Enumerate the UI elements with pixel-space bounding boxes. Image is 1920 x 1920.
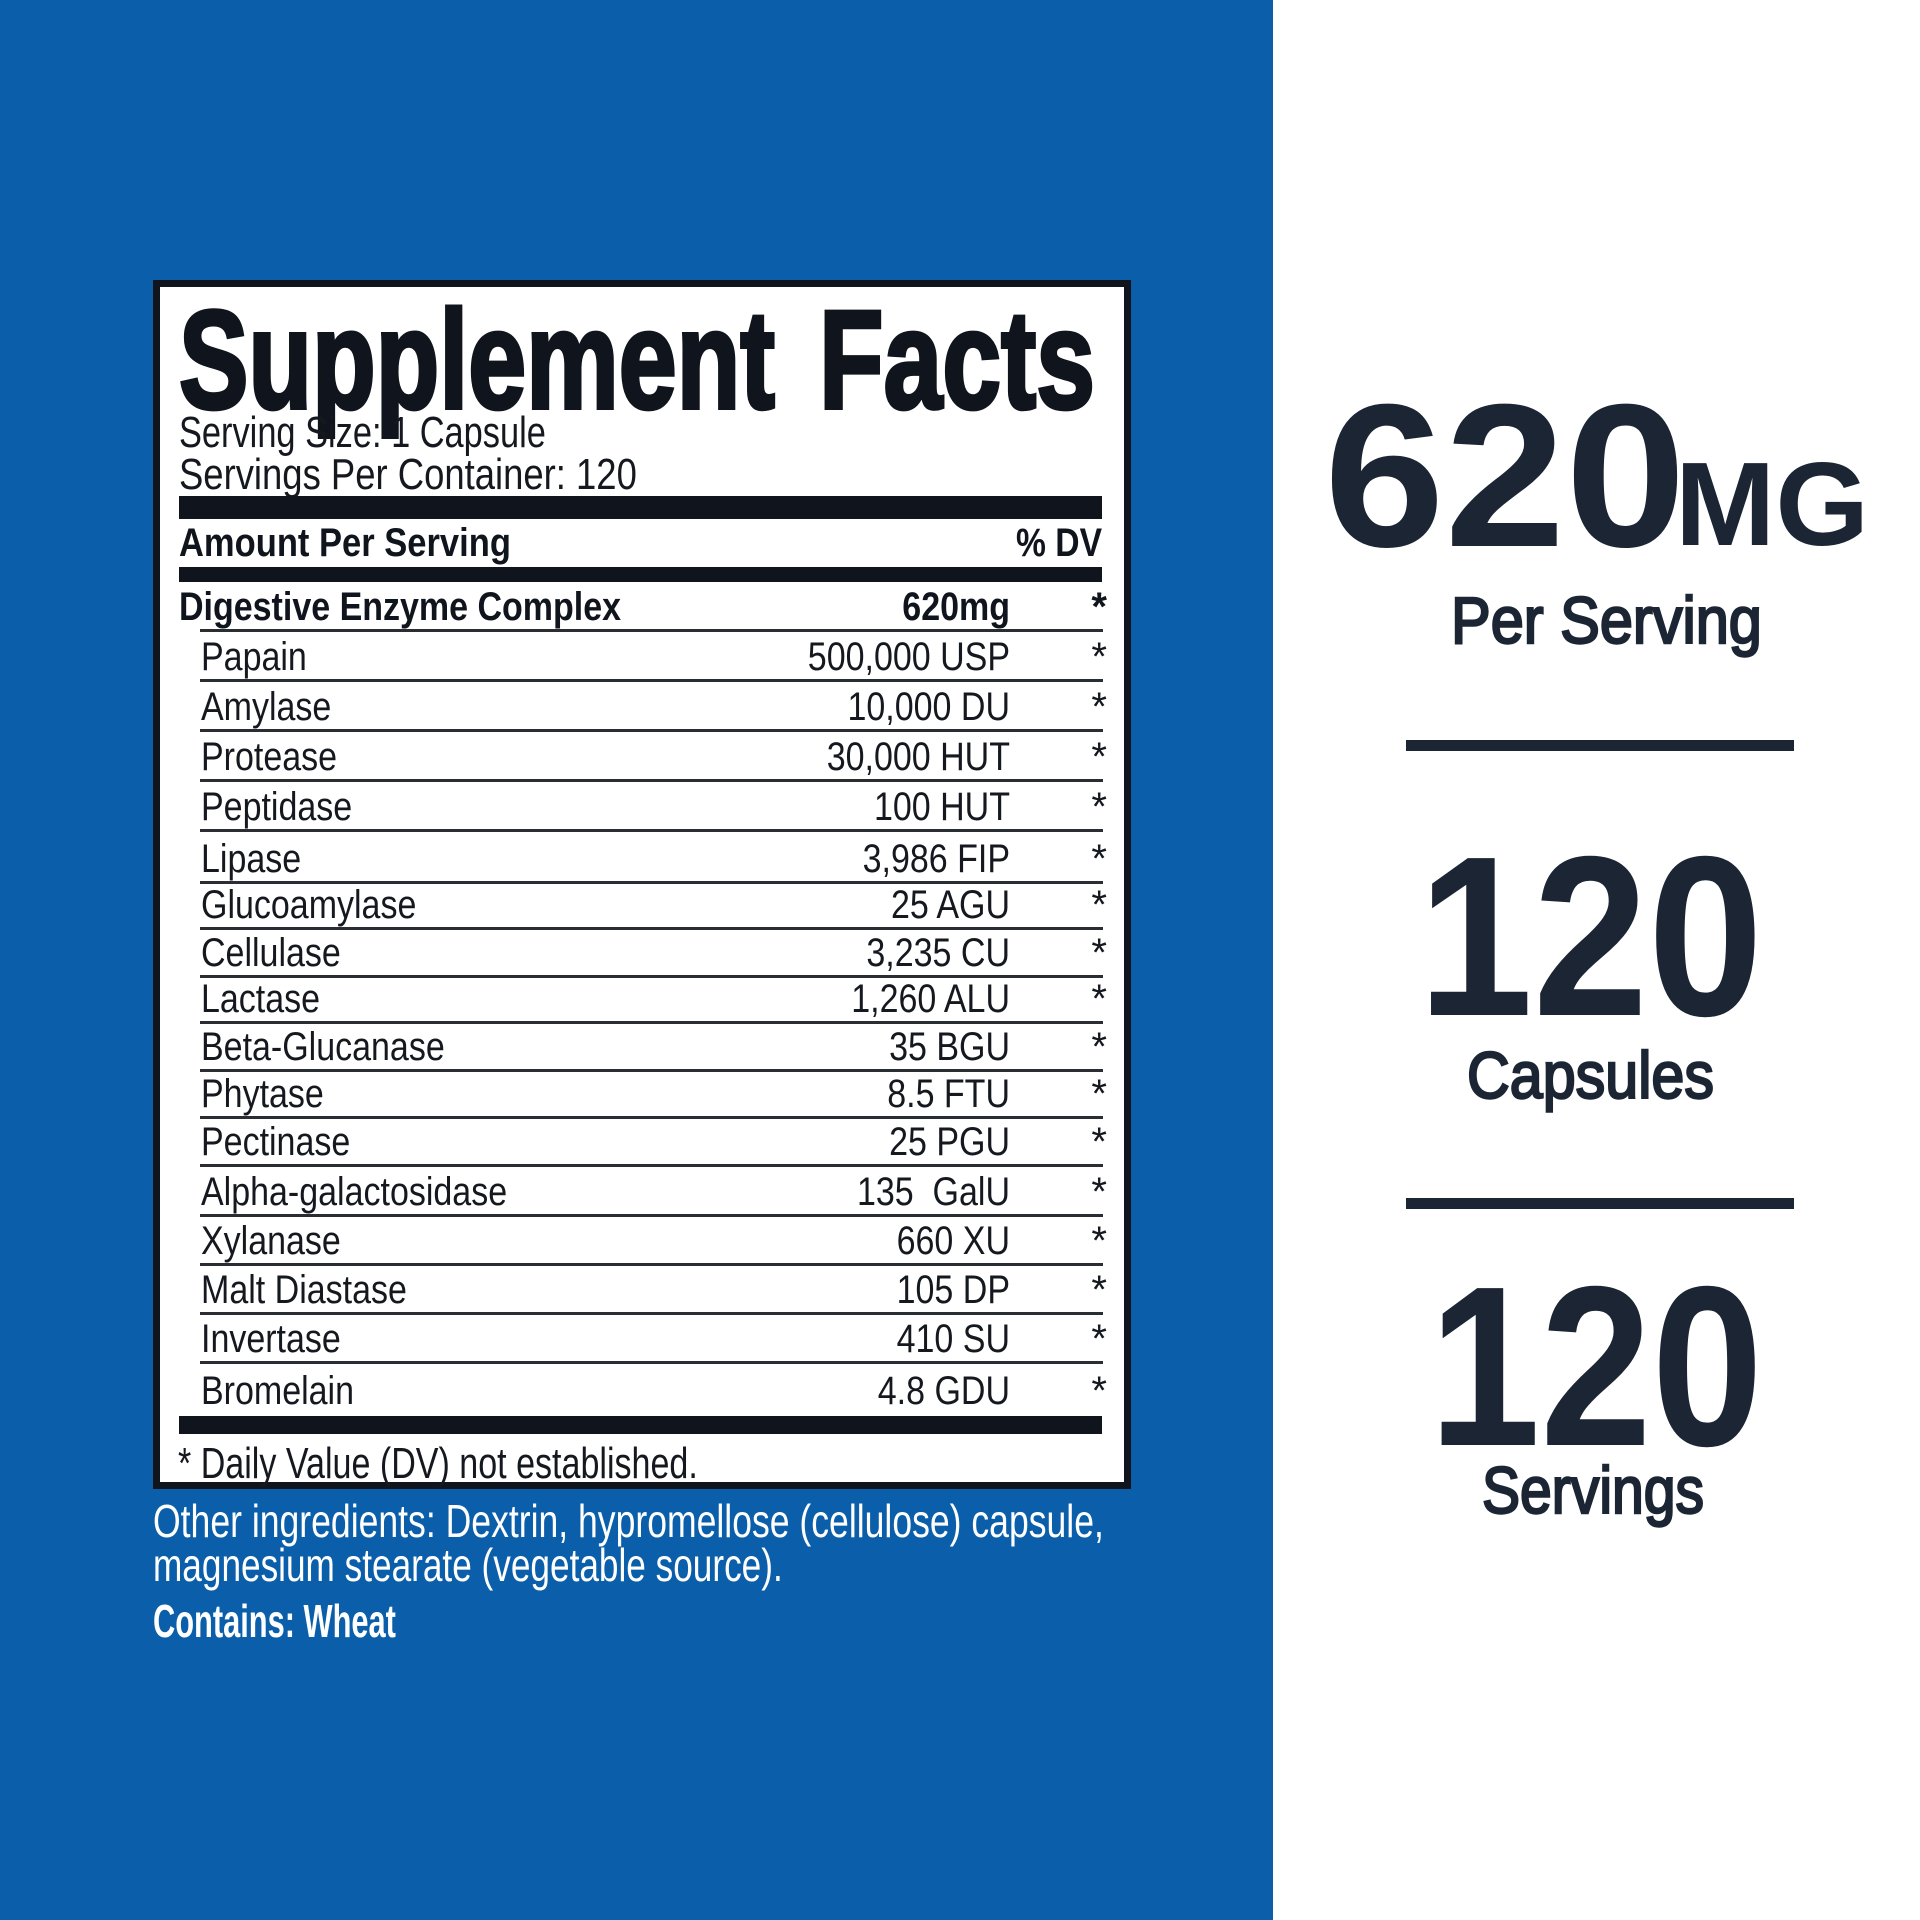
svg-text:*: * (1091, 977, 1107, 1021)
svg-text:Servings: Servings (1482, 1454, 1704, 1528)
svg-text:*: * (1091, 1268, 1107, 1312)
svg-text:*: * (1091, 837, 1107, 881)
svg-text:*: * (1091, 883, 1107, 927)
svg-text:*: * (1091, 1025, 1107, 1069)
svg-text:8.5 FTU: 8.5 FTU (887, 1070, 1010, 1115)
svg-text:35 BGU: 35 BGU (889, 1023, 1010, 1068)
svg-text:Xylanase: Xylanase (201, 1217, 341, 1262)
svg-text:Papain: Papain (201, 633, 307, 678)
svg-text:620: 620 (1324, 361, 1686, 590)
svg-text:30,000 HUT: 30,000 HUT (827, 733, 1010, 778)
svg-text:500,000 USP: 500,000 USP (808, 633, 1010, 678)
svg-text:Digestive Enzyme Complex: Digestive Enzyme Complex (179, 583, 621, 628)
svg-text:*: * (1091, 931, 1107, 975)
svg-text:Cellulase: Cellulase (201, 929, 341, 974)
svg-text:*: * (1091, 785, 1107, 829)
svg-text:Amount Per Serving: Amount Per Serving (179, 520, 511, 565)
svg-text:Alpha-galactosidase: Alpha-galactosidase (201, 1168, 507, 1213)
svg-text:MG: MG (1675, 439, 1869, 571)
svg-text:*: * (1091, 685, 1107, 729)
svg-text:Serving Size: 1 Capsule: Serving Size: 1 Capsule (179, 408, 546, 457)
svg-text:Pectinase: Pectinase (201, 1118, 350, 1163)
svg-text:4.8 GDU: 4.8 GDU (878, 1367, 1010, 1412)
svg-text:*: * (1091, 585, 1107, 629)
svg-text:Malt Diastase: Malt Diastase (201, 1266, 407, 1311)
svg-text:*: * (1091, 1170, 1107, 1214)
svg-text:Supplement: Supplement (179, 282, 775, 439)
svg-text:410 SU: 410 SU (897, 1315, 1010, 1360)
svg-text:magnesium stearate (vegetable: magnesium stearate (vegetable source). (153, 1539, 783, 1591)
svg-text:Servings Per Container: 120: Servings Per Container: 120 (179, 449, 637, 499)
svg-text:Facts: Facts (819, 283, 1095, 439)
svg-text:25 AGU: 25 AGU (891, 881, 1010, 926)
svg-text:Protease: Protease (201, 733, 337, 778)
svg-text:135 GalU: 135 GalU (857, 1168, 1010, 1213)
svg-text:100 HUT: 100 HUT (874, 783, 1010, 828)
svg-text:105 DP: 105 DP (897, 1266, 1010, 1311)
svg-text:*: * (1091, 1317, 1107, 1361)
svg-text:3,986 FIP: 3,986 FIP (863, 835, 1010, 880)
svg-text:Invertase: Invertase (201, 1315, 341, 1360)
svg-text:Bromelain: Bromelain (201, 1367, 354, 1412)
svg-text:Per Serving: Per Serving (1451, 584, 1762, 658)
svg-text:Other ingredients: Dextrin, hy: Other ingredients: Dextrin, hypromellose… (153, 1496, 1104, 1547)
svg-text:Contains: Wheat: Contains: Wheat (153, 1597, 396, 1648)
svg-text:Lipase: Lipase (201, 835, 301, 880)
svg-text:Glucoamylase: Glucoamylase (201, 881, 416, 926)
svg-text:*: * (1091, 1120, 1107, 1164)
svg-text:*: * (1091, 1219, 1107, 1263)
svg-text:Peptidase: Peptidase (201, 783, 352, 828)
svg-text:*: * (1091, 1072, 1107, 1116)
svg-text:3,235 CU: 3,235 CU (866, 929, 1010, 974)
svg-text:660 XU: 660 XU (897, 1217, 1010, 1262)
svg-text:1,260 ALU: 1,260 ALU (851, 975, 1010, 1020)
svg-text:10,000 DU: 10,000 DU (847, 683, 1010, 728)
svg-text:620mg: 620mg (902, 583, 1010, 628)
svg-text:Amylase: Amylase (201, 683, 331, 728)
svg-text:% DV: % DV (1016, 520, 1102, 564)
svg-text:Beta-Glucanase: Beta-Glucanase (201, 1023, 445, 1068)
svg-text:Phytase: Phytase (201, 1070, 324, 1115)
svg-text:25 PGU: 25 PGU (889, 1118, 1010, 1163)
svg-text:120: 120 (1418, 810, 1763, 1065)
svg-text:*: * (1091, 735, 1107, 779)
svg-text:120: 120 (1429, 1240, 1763, 1494)
svg-text:*: * (1091, 1369, 1107, 1413)
svg-text:* Daily Value (DV) not establi: * Daily Value (DV) not established. (178, 1439, 698, 1488)
svg-text:*: * (1091, 635, 1107, 679)
svg-text:Lactase: Lactase (201, 975, 320, 1020)
svg-text:Capsules: Capsules (1467, 1039, 1714, 1113)
